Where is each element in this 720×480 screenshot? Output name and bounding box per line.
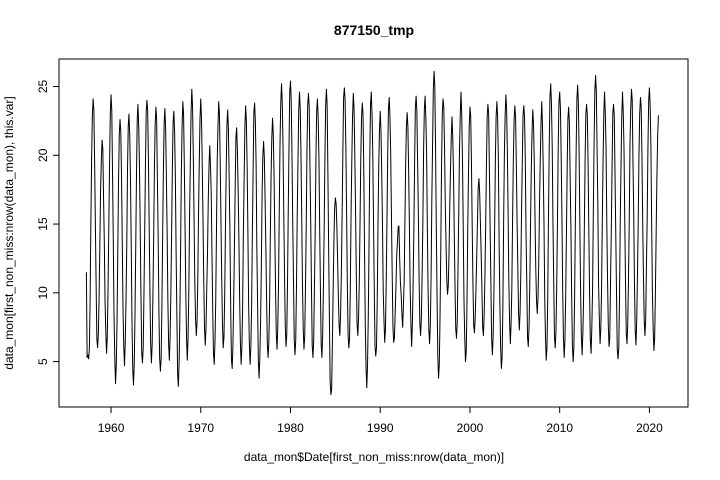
x-tick-label: 2000 (457, 421, 484, 435)
y-tick-label: 10 (36, 286, 50, 300)
x-axis-label: data_mon$Date[first_non_miss:nrow(data_m… (244, 450, 504, 464)
plot-frame (58, 58, 689, 408)
x-tick-label: 1960 (98, 421, 125, 435)
y-tick-label: 25 (36, 80, 50, 94)
x-tick-label: 1970 (187, 421, 214, 435)
x-tick-label: 1990 (367, 421, 394, 435)
series-line (85, 70, 659, 396)
x-axis: 1960 1970 1980 1990 2000 2010 2020 (98, 407, 663, 435)
x-tick-label: 1980 (277, 421, 304, 435)
y-axis: 5 10 15 20 25 (36, 80, 59, 365)
x-tick-label: 2020 (636, 421, 663, 435)
y-axis-label: data_mon[first_non_miss:nrow(data_mon), … (2, 96, 16, 369)
chart-title: 877150_tmp (334, 22, 414, 38)
y-tick-label: 15 (36, 217, 50, 231)
y-tick-label: 5 (36, 358, 50, 365)
x-tick-label: 2010 (546, 421, 573, 435)
y-tick-label: 20 (36, 148, 50, 162)
